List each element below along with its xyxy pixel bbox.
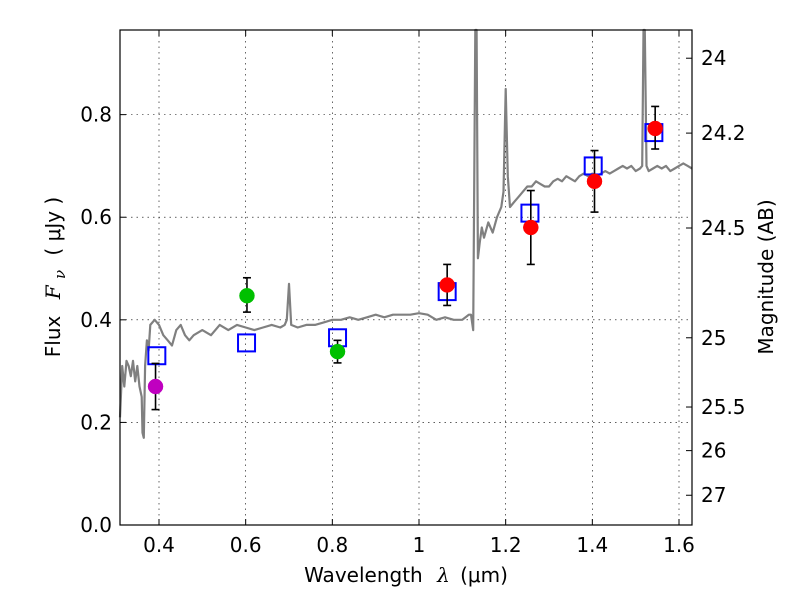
y2-axis-label: Magnitude (AB)	[754, 199, 778, 354]
x-axis-label: Wavelength λ (μm)	[304, 563, 508, 587]
y-axis-label-unit: ( μJy )	[41, 197, 65, 256]
observed-flux-point	[586, 173, 603, 190]
y-axis-label: Flux F ν ( μJy )	[41, 197, 70, 357]
observed-flux-point	[439, 277, 455, 293]
axis-ticks: 0.4 0.6 0.8 1 1.2 1.4 1.6 0.0 0.2 0.4 0.6 0.8 24 24.2…	[80, 30, 746, 557]
y-axis-label-symbol: F	[41, 284, 65, 300]
y2-tick-label: 27	[701, 483, 726, 507]
observed-flux-point	[147, 378, 164, 395]
observed-flux-point	[239, 287, 255, 304]
spectrum-layer	[118, 28, 693, 439]
x-tick-label: 1.6	[663, 533, 695, 557]
y-tick-label: 0.0	[80, 513, 112, 537]
x-tick-label: 1.2	[490, 533, 522, 557]
x-tick-label: 1.4	[576, 533, 608, 557]
y2-tick-label: 25	[701, 326, 726, 350]
x-axis-label-symbol: λ	[436, 563, 450, 587]
y2-tick-label: 24.5	[701, 216, 746, 240]
y2-tick-label: 25.5	[701, 395, 746, 419]
y-axis-label-text: Flux	[41, 315, 65, 357]
sed-spectrum-line	[118, 28, 693, 439]
model-flux-square	[237, 333, 257, 353]
x-tick-label: 0.6	[230, 533, 262, 557]
y2-tick-label: 24.2	[701, 121, 746, 145]
x-tick-label: 1	[413, 533, 426, 557]
plot-frame	[119, 29, 693, 526]
model-flux-square	[147, 346, 167, 366]
observed-flux-layer	[147, 105, 663, 411]
x-tick-label: 0.4	[143, 533, 175, 557]
observed-flux-point	[329, 343, 346, 360]
observed-flux-point	[647, 120, 663, 137]
y2-tick-label: 24	[701, 46, 726, 70]
y2-tick-label: 26	[701, 439, 726, 463]
y-axis-label-subscript: ν	[51, 270, 69, 279]
y-tick-label: 0.4	[80, 308, 112, 332]
x-axis-label-unit: (μm)	[460, 563, 508, 587]
observed-flux-point	[523, 219, 539, 236]
x-tick-label: 0.8	[316, 533, 348, 557]
y-tick-label: 0.8	[80, 103, 112, 127]
y-tick-label: 0.6	[80, 205, 112, 229]
y-tick-label: 0.2	[80, 410, 112, 434]
x-axis-label-text: Wavelength	[304, 563, 423, 587]
